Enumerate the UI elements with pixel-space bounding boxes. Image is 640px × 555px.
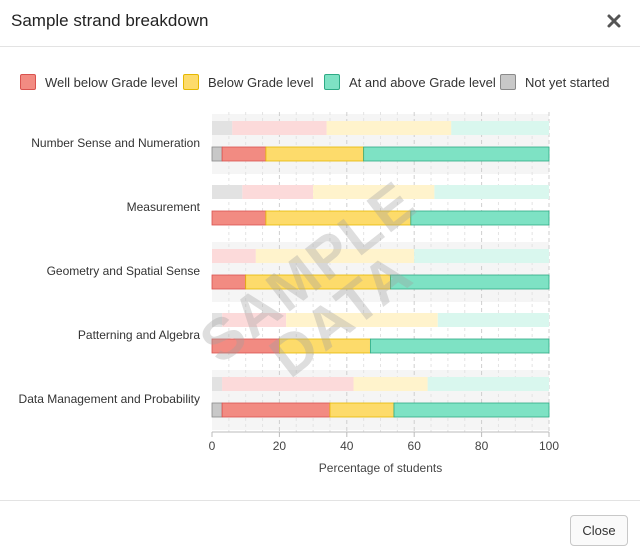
current-bar-well-below <box>211 274 247 290</box>
legend-label: Not yet started <box>525 74 610 90</box>
comparison-bar-well-below <box>222 377 354 391</box>
x-axis-label: Percentage of students <box>319 461 442 475</box>
current-bar-below <box>278 338 371 354</box>
comparison-bar-well-below <box>232 121 327 135</box>
close-button[interactable]: Close <box>570 515 628 546</box>
x-tick-label: 20 <box>273 439 287 453</box>
legend-item-at-above: At and above Grade level <box>324 72 496 92</box>
comparison-bar-below <box>255 249 415 263</box>
chart-legend: Well below Grade level Below Grade level… <box>20 72 620 94</box>
category-label: Measurement <box>127 200 201 214</box>
x-tick-label: 40 <box>340 439 354 453</box>
x-tick-label: 80 <box>475 439 489 453</box>
current-bar-at-above <box>363 146 550 162</box>
legend-label: Below Grade level <box>208 74 314 90</box>
comparison-bar-at-above <box>437 313 549 327</box>
current-bar-at-above <box>390 274 550 290</box>
current-bar-well-below <box>211 210 267 226</box>
x-tick-label: 100 <box>539 439 559 453</box>
legend-swatch-below <box>183 74 199 90</box>
current-bar-below <box>265 210 412 226</box>
strand-breakdown-chart: Number Sense and Numeration Measurement Ge… <box>19 112 559 475</box>
legend-swatch-not-started <box>500 74 516 90</box>
current-bar-well-below <box>221 402 331 418</box>
close-icon[interactable] <box>606 13 622 29</box>
modal-header: Sample strand breakdown <box>0 0 640 47</box>
current-bar-not-started <box>211 146 223 162</box>
category-label: Data Management and Probability <box>19 392 200 406</box>
category-label: Number Sense and Numeration <box>31 136 200 150</box>
comparison-bar-not-started <box>212 313 223 327</box>
legend-swatch-at-above <box>324 74 340 90</box>
current-bar-not-started <box>211 402 223 418</box>
comparison-bar-not-started <box>212 185 243 199</box>
comparison-bar-below <box>286 313 438 327</box>
comparison-bar-not-started <box>212 121 233 135</box>
comparison-bar-below <box>353 377 428 391</box>
modal-title: Sample strand breakdown <box>11 11 209 30</box>
legend-item-not-started: Not yet started <box>500 72 610 92</box>
current-bar-at-above <box>410 210 550 226</box>
current-bar-at-above <box>393 402 550 418</box>
current-bar-well-below <box>211 338 280 354</box>
x-tick-label: 60 <box>408 439 422 453</box>
comparison-bar-well-below <box>222 313 287 327</box>
current-bar-below <box>245 274 392 290</box>
category-label: Patterning and Algebra <box>78 328 200 342</box>
current-bar-below <box>265 146 365 162</box>
comparison-bar-well-below <box>242 185 314 199</box>
x-tick-label: 0 <box>209 439 216 453</box>
comparison-bar-below <box>313 185 435 199</box>
comparison-bar-at-above <box>451 121 549 135</box>
legend-item-well-below: Well below Grade level <box>20 72 178 92</box>
current-bar-well-below <box>221 146 267 162</box>
current-bar-at-above <box>369 338 550 354</box>
modal-footer: Close <box>0 500 640 555</box>
comparison-bar-at-above <box>414 249 549 263</box>
legend-label: At and above Grade level <box>349 74 496 90</box>
legend-item-below: Below Grade level <box>183 72 314 92</box>
comparison-bar-well-below <box>212 249 256 263</box>
comparison-bar-not-started <box>212 377 223 391</box>
comparison-bar-at-above <box>427 377 549 391</box>
current-bar-below <box>329 402 395 418</box>
category-label: Geometry and Spatial Sense <box>47 264 201 278</box>
comparison-bar-below <box>326 121 452 135</box>
legend-swatch-well-below <box>20 74 36 90</box>
comparison-bar-at-above <box>434 185 549 199</box>
legend-label: Well below Grade level <box>45 74 178 90</box>
